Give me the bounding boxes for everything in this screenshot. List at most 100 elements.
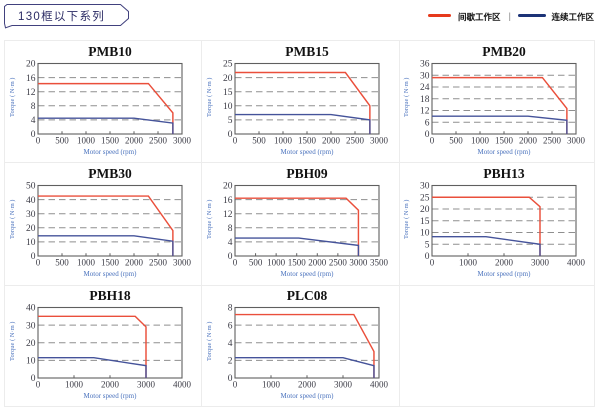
svg-text:Motor speed (rpm): Motor speed (rpm) — [478, 148, 532, 156]
svg-text:2500: 2500 — [346, 136, 365, 146]
svg-text:2000: 2000 — [125, 136, 144, 146]
svg-text:50: 50 — [26, 182, 36, 192]
svg-text:1000: 1000 — [267, 258, 286, 268]
svg-text:PBH18: PBH18 — [89, 288, 131, 303]
svg-text:10: 10 — [420, 229, 430, 239]
svg-text:3000: 3000 — [173, 258, 192, 268]
svg-text:2500: 2500 — [329, 258, 348, 268]
svg-text:30: 30 — [26, 321, 36, 331]
svg-text:2000: 2000 — [308, 258, 327, 268]
svg-text:10: 10 — [26, 238, 36, 248]
svg-text:4000: 4000 — [370, 380, 389, 390]
svg-text:Torque ( N·m ): Torque ( N·m ) — [9, 78, 16, 117]
svg-text:20: 20 — [26, 60, 36, 70]
svg-text:16: 16 — [26, 74, 36, 84]
svg-text:1000: 1000 — [77, 136, 96, 146]
svg-text:500: 500 — [449, 136, 463, 146]
svg-text:Torque ( N·m ): Torque ( N·m ) — [9, 200, 16, 239]
svg-text:500: 500 — [249, 258, 263, 268]
svg-text:2000: 2000 — [125, 258, 144, 268]
svg-text:25: 25 — [420, 193, 430, 203]
svg-text:2000: 2000 — [495, 258, 514, 268]
svg-text:0: 0 — [425, 130, 430, 140]
svg-text:PMB30: PMB30 — [88, 166, 132, 181]
svg-text:8: 8 — [228, 224, 233, 234]
svg-text:40: 40 — [26, 304, 36, 314]
svg-text:20: 20 — [223, 74, 233, 84]
svg-text:PBH13: PBH13 — [483, 166, 525, 181]
svg-text:0: 0 — [228, 130, 233, 140]
svg-text:1500: 1500 — [101, 136, 120, 146]
svg-text:3000: 3000 — [567, 136, 586, 146]
svg-text:6: 6 — [425, 118, 430, 128]
svg-text:0: 0 — [430, 136, 435, 146]
svg-text:30: 30 — [420, 71, 430, 81]
svg-text:3500: 3500 — [370, 258, 389, 268]
svg-text:5: 5 — [228, 116, 233, 126]
svg-text:8: 8 — [228, 304, 233, 314]
svg-text:Motor speed (rpm): Motor speed (rpm) — [84, 392, 138, 400]
svg-text:30: 30 — [420, 182, 430, 192]
svg-text:4: 4 — [228, 238, 233, 248]
svg-text:Torque ( N·m ): Torque ( N·m ) — [403, 200, 410, 239]
svg-text:2000: 2000 — [322, 136, 341, 146]
svg-text:0: 0 — [228, 252, 233, 262]
svg-text:500: 500 — [55, 136, 69, 146]
svg-text:4000: 4000 — [567, 258, 586, 268]
svg-text:0: 0 — [31, 374, 36, 384]
svg-text:Torque ( N·m ): Torque ( N·m ) — [206, 200, 213, 239]
svg-text:10: 10 — [26, 357, 36, 367]
svg-text:1000: 1000 — [77, 258, 96, 268]
svg-text:10: 10 — [223, 102, 233, 112]
svg-text:Torque ( N·m ): Torque ( N·m ) — [206, 78, 213, 117]
svg-text:500: 500 — [252, 136, 266, 146]
svg-text:2500: 2500 — [543, 136, 562, 146]
svg-text:1000: 1000 — [459, 258, 478, 268]
svg-text:20: 20 — [26, 339, 36, 349]
svg-text:Torque ( N·m ): Torque ( N·m ) — [403, 78, 410, 117]
svg-text:6: 6 — [228, 321, 233, 331]
svg-text:0: 0 — [233, 136, 238, 146]
svg-text:8: 8 — [31, 102, 36, 112]
svg-text:1500: 1500 — [298, 136, 317, 146]
svg-text:Motor speed (rpm): Motor speed (rpm) — [281, 148, 335, 156]
svg-text:0: 0 — [233, 380, 238, 390]
svg-text:Torque ( N·m ): Torque ( N·m ) — [9, 322, 16, 361]
svg-text:18: 18 — [420, 95, 430, 105]
svg-text:15: 15 — [420, 217, 430, 227]
svg-text:PLC08: PLC08 — [287, 288, 328, 303]
svg-text:3000: 3000 — [531, 258, 550, 268]
svg-text:3000: 3000 — [173, 136, 192, 146]
svg-text:1500: 1500 — [101, 258, 120, 268]
svg-text:1000: 1000 — [274, 136, 293, 146]
svg-text:1000: 1000 — [65, 380, 84, 390]
svg-text:4: 4 — [228, 339, 233, 349]
svg-text:5: 5 — [425, 240, 430, 250]
svg-text:0: 0 — [430, 258, 435, 268]
svg-text:2000: 2000 — [101, 380, 120, 390]
svg-text:12: 12 — [26, 88, 36, 98]
svg-text:2: 2 — [228, 357, 233, 367]
svg-text:0: 0 — [36, 380, 41, 390]
svg-text:2000: 2000 — [298, 380, 317, 390]
svg-text:PMB10: PMB10 — [88, 44, 132, 59]
svg-text:25: 25 — [223, 60, 233, 70]
svg-text:20: 20 — [420, 205, 430, 215]
svg-text:Torque ( N·m ): Torque ( N·m ) — [206, 322, 213, 361]
svg-text:0: 0 — [228, 374, 233, 384]
svg-text:3000: 3000 — [349, 258, 368, 268]
svg-text:3000: 3000 — [370, 136, 389, 146]
svg-text:Motor speed (rpm): Motor speed (rpm) — [84, 270, 138, 278]
svg-text:15: 15 — [223, 88, 233, 98]
svg-text:30: 30 — [26, 210, 36, 220]
svg-text:12: 12 — [420, 107, 430, 117]
svg-text:36: 36 — [420, 60, 430, 70]
svg-text:PMB20: PMB20 — [482, 44, 526, 59]
svg-text:0: 0 — [31, 252, 36, 262]
svg-text:0: 0 — [425, 252, 430, 262]
svg-text:Motor speed (rpm): Motor speed (rpm) — [84, 148, 138, 156]
svg-text:1000: 1000 — [262, 380, 281, 390]
svg-text:PMB15: PMB15 — [285, 44, 329, 59]
svg-text:2500: 2500 — [149, 136, 168, 146]
svg-text:16: 16 — [223, 196, 233, 206]
